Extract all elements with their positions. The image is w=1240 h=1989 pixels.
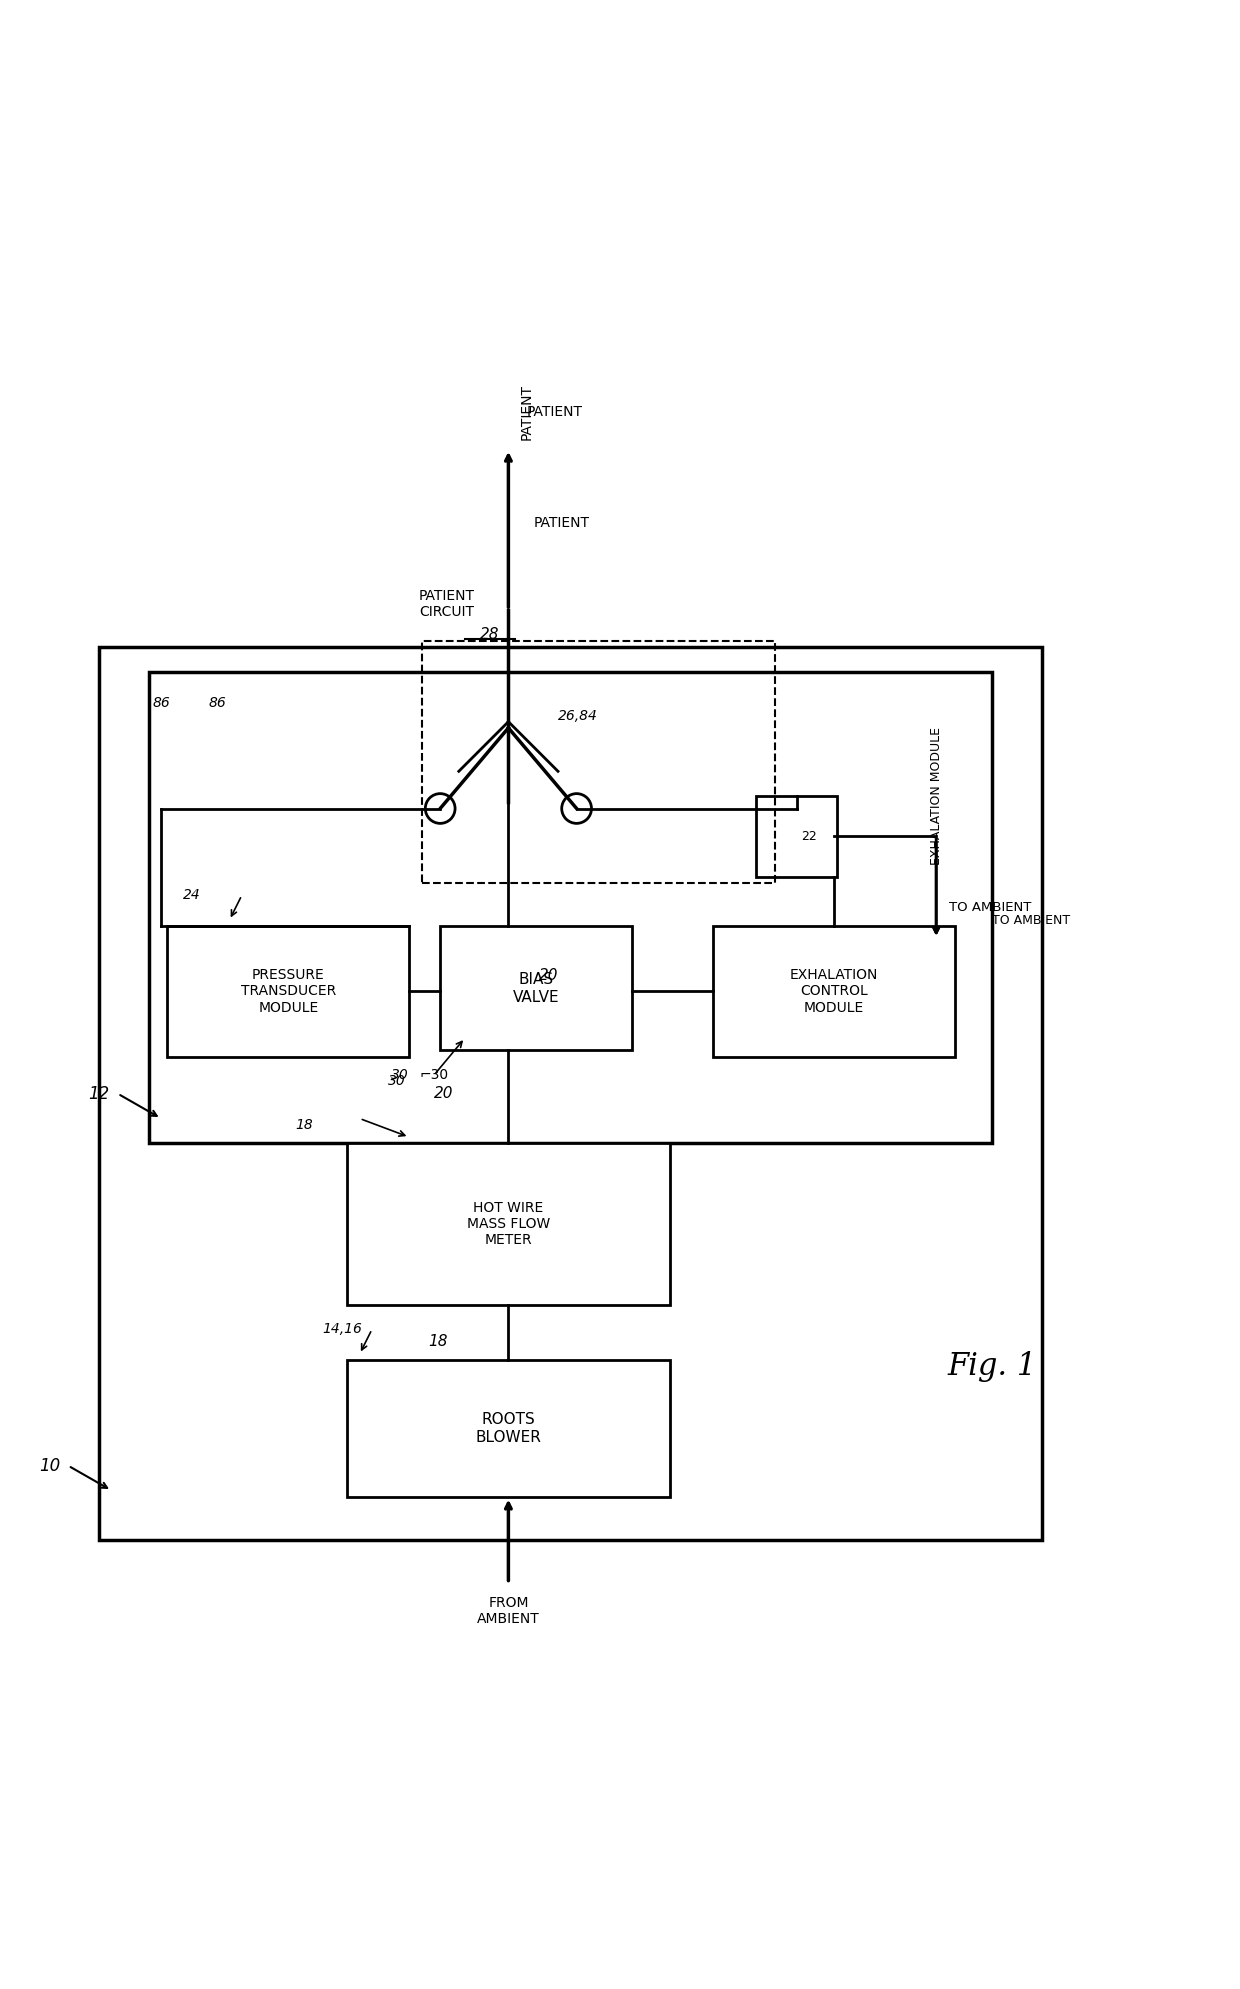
Text: 14,16: 14,16 <box>322 1323 362 1337</box>
Text: 20: 20 <box>539 969 559 983</box>
Text: 86: 86 <box>153 696 170 710</box>
Bar <box>422 640 775 883</box>
Text: 30: 30 <box>388 1074 405 1088</box>
Text: 86: 86 <box>208 696 226 710</box>
Text: 26,84: 26,84 <box>558 708 598 722</box>
Text: 20: 20 <box>434 1086 454 1102</box>
Bar <box>167 927 409 1056</box>
Text: 22: 22 <box>801 829 817 843</box>
Text: PATIENT: PATIENT <box>520 384 534 440</box>
Text: Fig. 1: Fig. 1 <box>947 1351 1037 1382</box>
Text: TO AMBIENT: TO AMBIENT <box>992 913 1070 927</box>
Text: 10: 10 <box>38 1456 61 1474</box>
Bar <box>713 927 955 1056</box>
Bar <box>149 672 992 1144</box>
Bar <box>347 1360 670 1496</box>
Text: 24: 24 <box>184 889 201 903</box>
Bar <box>756 796 837 877</box>
Text: PATIENT: PATIENT <box>527 404 583 420</box>
Text: 18: 18 <box>428 1335 448 1349</box>
Text: EXHALATION
CONTROL
MODULE: EXHALATION CONTROL MODULE <box>790 969 878 1014</box>
Bar <box>347 1144 670 1305</box>
Text: PATIENT: PATIENT <box>533 517 589 531</box>
Text: 28: 28 <box>480 627 500 642</box>
Text: 30: 30 <box>392 1068 409 1082</box>
Bar <box>440 927 632 1050</box>
Bar <box>99 646 1042 1539</box>
Text: BIAS
VALVE: BIAS VALVE <box>513 973 559 1004</box>
Text: HOT WIRE
MASS FLOW
METER: HOT WIRE MASS FLOW METER <box>466 1201 551 1247</box>
Text: PRESSURE
TRANSDUCER
MODULE: PRESSURE TRANSDUCER MODULE <box>241 969 336 1014</box>
Text: TO AMBIENT: TO AMBIENT <box>949 901 1030 915</box>
Text: EXHALATION MODULE: EXHALATION MODULE <box>930 728 942 865</box>
Text: FROM
AMBIENT: FROM AMBIENT <box>477 1595 539 1627</box>
Text: ROOTS
BLOWER: ROOTS BLOWER <box>475 1412 542 1444</box>
Text: 18: 18 <box>295 1118 312 1132</box>
Text: PATIENT
CIRCUIT: PATIENT CIRCUIT <box>418 589 475 619</box>
Text: ⌐30: ⌐30 <box>419 1068 448 1082</box>
Text: 12: 12 <box>88 1084 110 1102</box>
